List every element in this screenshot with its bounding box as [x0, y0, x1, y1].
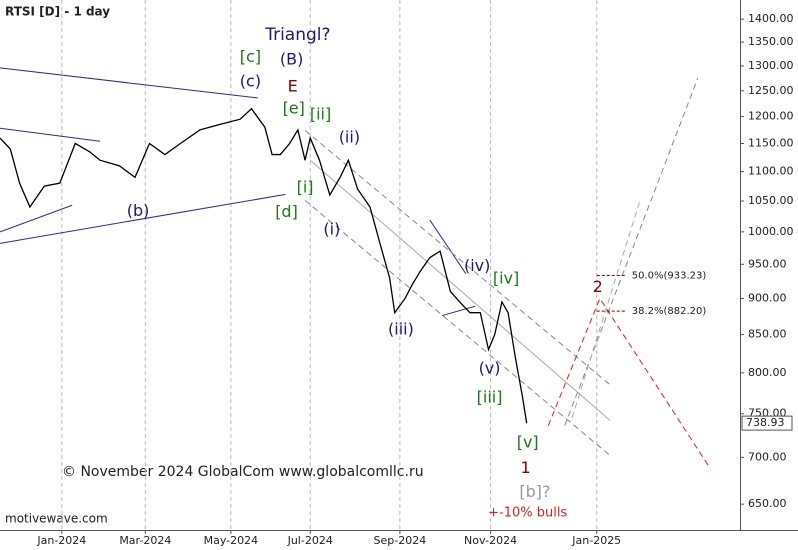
- copyright: © November 2024 GlobalCom www.globalcoml…: [62, 464, 424, 480]
- wave-label: +-10% bulls: [488, 506, 567, 521]
- wave-label: Triangl?: [264, 25, 330, 45]
- wave-label: [v]: [517, 433, 539, 452]
- watermark: motivewave.com: [5, 512, 108, 526]
- trend-line: [442, 305, 476, 317]
- wave-label: [b]?: [519, 482, 550, 501]
- trend-line: [304, 130, 611, 386]
- trend-line: [0, 193, 286, 244]
- trend-line: [429, 219, 467, 274]
- y-tick-label: 1150.00: [748, 136, 794, 149]
- y-tick-label: 1200.00: [748, 110, 794, 123]
- wave-label: (ii): [339, 128, 360, 147]
- wave-label: (iii): [388, 320, 414, 339]
- last-price-label: 738.93: [746, 416, 785, 429]
- wave-label: [e]: [283, 99, 305, 118]
- wave-label: (iv): [464, 256, 490, 275]
- wave-label: (B): [280, 50, 303, 69]
- wave-label: (c): [240, 72, 261, 91]
- trend-line: [0, 67, 258, 99]
- trend-line: [304, 200, 611, 456]
- price-line: [0, 107, 528, 424]
- trend-line: [0, 127, 101, 142]
- wave-label: [c]: [240, 47, 261, 66]
- y-tick-label: 900.00: [748, 291, 787, 304]
- y-tick-label: 1300.00: [748, 59, 794, 72]
- y-tick-label: 650.00: [748, 497, 787, 510]
- x-tick-label: Jan-2024: [36, 534, 86, 547]
- trend-line: [547, 297, 711, 469]
- wave-label: 2: [593, 277, 603, 296]
- wave-label: (v): [479, 358, 501, 377]
- wave-label: [iii]: [477, 387, 503, 406]
- wave-label: E: [288, 77, 298, 96]
- chart-title: RTSI [D] - 1 day: [5, 5, 110, 19]
- trend-line: [0, 204, 73, 233]
- trend-line: [564, 78, 699, 426]
- y-tick-label: 1050.00: [748, 194, 794, 207]
- x-tick-label: Jul-2024: [287, 534, 333, 547]
- wave-label: [i]: [297, 177, 314, 196]
- y-tick-label: 1100.00: [748, 165, 794, 178]
- y-tick-label: 1350.00: [748, 35, 794, 48]
- x-tick-label: Sep-2024: [374, 534, 427, 547]
- y-tick-label: 1400.00: [748, 12, 794, 25]
- wave-label: [iv]: [493, 269, 519, 288]
- last-price-box: [741, 415, 793, 431]
- y-tick-label: 1250.00: [748, 84, 794, 97]
- x-tick-label: Jan-2025: [571, 534, 621, 547]
- trend-line: [309, 159, 611, 421]
- fib-label: 38.2%(882.20): [632, 306, 707, 317]
- x-tick-label: Nov-2024: [464, 534, 517, 547]
- wave-label: 1: [521, 458, 531, 477]
- y-tick-label: 800.00: [748, 366, 787, 379]
- wave-label: (i): [323, 219, 340, 238]
- y-tick-label: 950.00: [748, 257, 787, 270]
- wave-label: [d]: [275, 202, 298, 221]
- trend-line: [571, 200, 641, 419]
- x-tick-label: May-2024: [204, 534, 259, 547]
- y-tick-label: 700.00: [748, 450, 787, 463]
- x-tick-label: Mar-2024: [119, 534, 171, 547]
- wave-label: [ii]: [310, 105, 331, 124]
- wave-label: (b): [127, 201, 150, 220]
- y-tick-label: 850.00: [748, 328, 787, 341]
- y-tick-label: 1000.00: [748, 225, 794, 238]
- fib-label: 50.0%(933.23): [632, 271, 707, 282]
